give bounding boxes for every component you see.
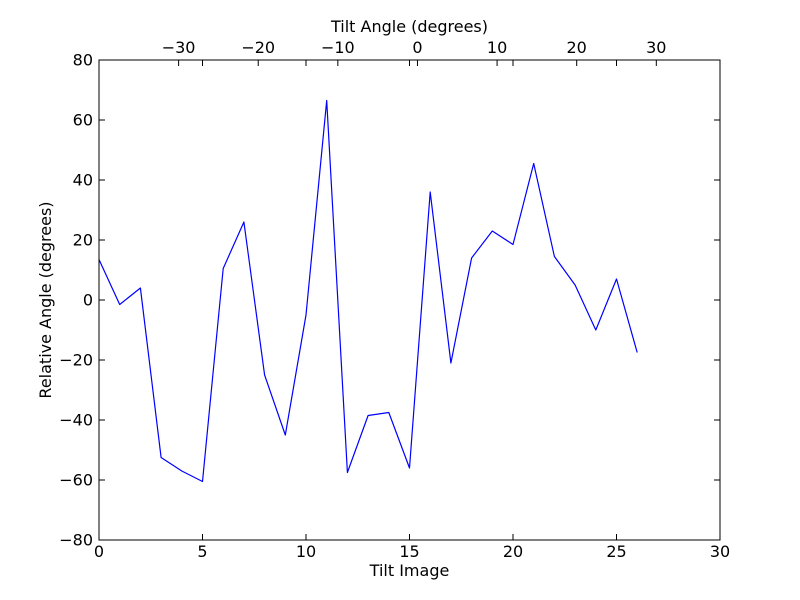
x-axis-title: Tilt Image [369,561,450,580]
y-tick-label: −20 [59,351,93,370]
top-tick-label: 0 [412,38,422,57]
y-tick-label: 60 [73,111,93,130]
x-tick-label: 5 [197,542,207,561]
x-tick-label: 30 [710,542,730,561]
left-axis-ticks: −80 −60 −40 −20 0 20 40 60 80 [59,51,105,550]
x-tick-label: 10 [296,542,316,561]
top-tick-label: 10 [487,38,507,57]
x-tick-label: 15 [399,542,419,561]
y-tick-label: 40 [73,171,93,190]
x-tick-label: 20 [503,542,523,561]
series-line [98,99,638,483]
top-tick-label: 20 [567,38,587,57]
top-tick-label: −20 [241,38,275,57]
top-axis-ticks: −30 −20 −10 0 10 20 30 [162,38,666,66]
y-tick-label: 80 [73,51,93,70]
top-axis-title: Tilt Angle (degrees) [330,17,488,36]
top-tick-label: 30 [646,38,666,57]
x-tick-label: 25 [606,542,626,561]
x-tick-label: 0 [94,542,104,561]
y-tick-label: 20 [73,231,93,250]
plot-frame [98,59,721,541]
top-tick-label: −30 [162,38,196,57]
bottom-axis-ticks: 0 5 10 15 20 25 30 [94,60,730,561]
y-tick-label: −40 [59,411,93,430]
top-tick-label: −10 [321,38,355,57]
y-axis-title: Relative Angle (degrees) [36,201,55,398]
y-tick-label: 0 [83,291,93,310]
y-tick-label: −60 [59,471,93,490]
y-tick-label: −80 [59,531,93,550]
